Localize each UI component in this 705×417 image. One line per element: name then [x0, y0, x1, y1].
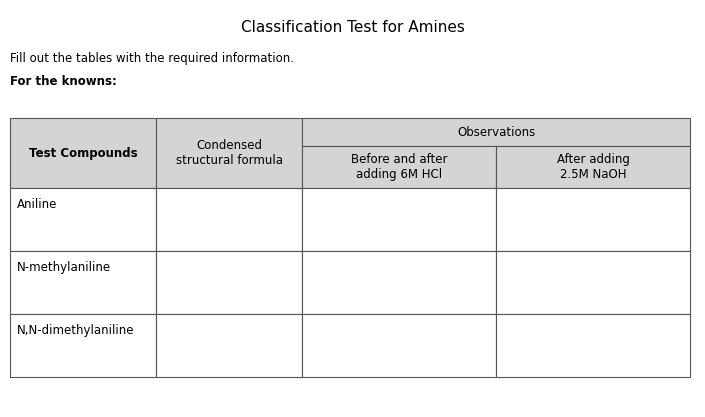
Bar: [302, 251, 496, 314]
Text: For the knowns:: For the knowns:: [10, 75, 117, 88]
Bar: [302, 188, 496, 251]
Bar: [10, 314, 157, 377]
Text: N-methylaniline: N-methylaniline: [17, 261, 111, 274]
Text: After adding
2.5M NaOH: After adding 2.5M NaOH: [557, 153, 630, 181]
Text: Condensed
structural formula: Condensed structural formula: [176, 139, 283, 167]
Bar: [302, 314, 496, 377]
Text: Test Compounds: Test Compounds: [29, 146, 137, 159]
Text: N,N-dimethylaniline: N,N-dimethylaniline: [17, 324, 135, 337]
Bar: [302, 118, 690, 146]
Bar: [496, 251, 690, 314]
Text: Aniline: Aniline: [17, 198, 57, 211]
Bar: [157, 118, 302, 188]
Bar: [157, 314, 302, 377]
Bar: [10, 188, 157, 251]
Bar: [10, 118, 157, 188]
Text: Classification Test for Amines: Classification Test for Amines: [240, 20, 465, 35]
Bar: [10, 251, 157, 314]
Bar: [496, 188, 690, 251]
Bar: [157, 251, 302, 314]
Text: Fill out the tables with the required information.: Fill out the tables with the required in…: [10, 52, 294, 65]
Bar: [496, 314, 690, 377]
Bar: [496, 146, 690, 188]
Bar: [302, 146, 496, 188]
Bar: [157, 188, 302, 251]
Text: Observations: Observations: [457, 126, 535, 138]
Text: Before and after
adding 6M HCl: Before and after adding 6M HCl: [351, 153, 448, 181]
